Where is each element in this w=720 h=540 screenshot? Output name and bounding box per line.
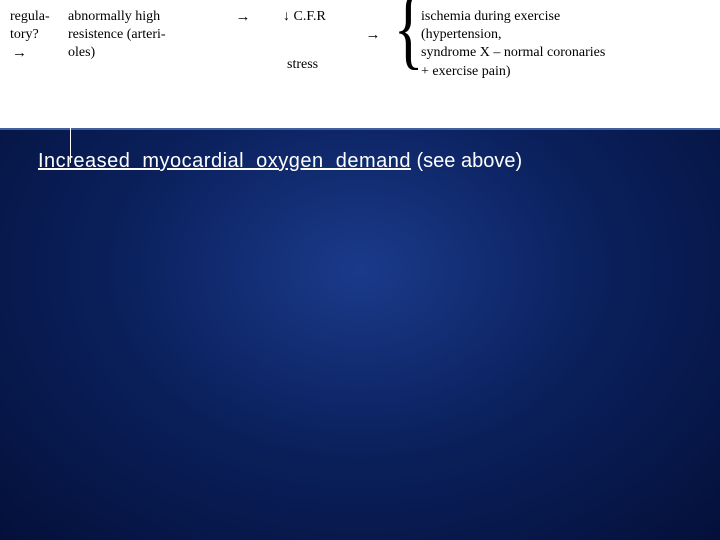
cfr-block: ↓ C.F.R stress <box>283 8 353 26</box>
curly-brace-icon: { <box>393 0 423 72</box>
right-line3: syndrome X – normal coronaries <box>421 45 605 60</box>
col1-line2: tory? <box>10 27 39 42</box>
right-line1: ischemia during exercise <box>421 9 560 24</box>
stress-label: stress <box>287 56 318 74</box>
diagram-row: regula- tory? → abnormally high resisten… <box>10 8 710 81</box>
diagram-section: regula- tory? → abnormally high resisten… <box>0 0 720 130</box>
right-line4: + exercise pain) <box>421 64 511 79</box>
col1-line1: regula- <box>10 9 50 24</box>
down-arrow-icon: ↓ <box>283 9 290 24</box>
vertical-tick-icon <box>70 128 71 163</box>
right-line2: (hypertension, <box>421 27 501 42</box>
resistance-label: abnormally high resistence (arteri- oles… <box>68 8 203 63</box>
arrow-to-right: → <box>363 8 383 46</box>
regulatory-label: regula- tory? → <box>10 8 58 64</box>
arrow-icon: → <box>10 45 29 61</box>
outcomes-block: ischemia during exercise (hypertension, … <box>421 8 710 81</box>
col2-line2: resistence (arteri- <box>68 27 166 42</box>
cfr-label: C.F.R <box>294 9 326 24</box>
arrow-icon: → <box>234 9 253 25</box>
col2-line3: oles) <box>68 45 95 60</box>
heading-rest: (see above) <box>411 150 522 172</box>
arrow-to-cfr: → <box>213 8 273 28</box>
arrow-icon: → <box>364 27 383 43</box>
col2-line1: abnormally high <box>68 9 160 24</box>
heading-underlined: Increased myocardial oxygen demand <box>38 150 411 172</box>
main-heading: Increased myocardial oxygen demand (see … <box>0 130 720 193</box>
